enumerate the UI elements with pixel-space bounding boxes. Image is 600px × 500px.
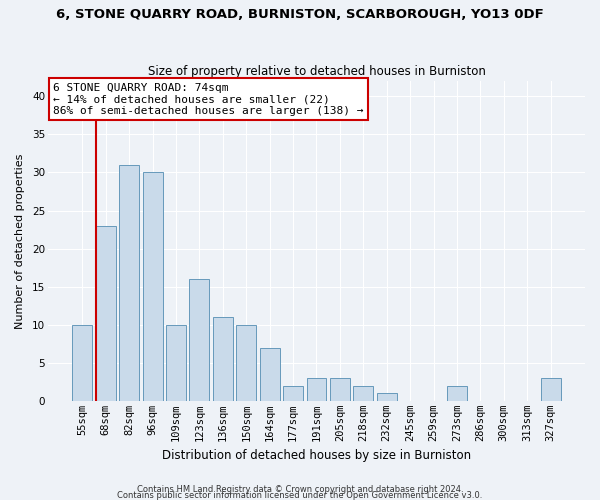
- Bar: [377, 394, 397, 401]
- Bar: [213, 317, 233, 401]
- Bar: [236, 324, 256, 401]
- Text: 6, STONE QUARRY ROAD, BURNISTON, SCARBOROUGH, YO13 0DF: 6, STONE QUARRY ROAD, BURNISTON, SCARBOR…: [56, 8, 544, 20]
- Bar: [541, 378, 560, 401]
- Y-axis label: Number of detached properties: Number of detached properties: [15, 154, 25, 328]
- Bar: [307, 378, 326, 401]
- Bar: [260, 348, 280, 401]
- Bar: [73, 324, 92, 401]
- Bar: [330, 378, 350, 401]
- Bar: [143, 172, 163, 401]
- Text: Contains public sector information licensed under the Open Government Licence v3: Contains public sector information licen…: [118, 491, 482, 500]
- Bar: [447, 386, 467, 401]
- Bar: [96, 226, 116, 401]
- Title: Size of property relative to detached houses in Burniston: Size of property relative to detached ho…: [148, 66, 485, 78]
- Bar: [119, 165, 139, 401]
- Text: Contains HM Land Registry data © Crown copyright and database right 2024.: Contains HM Land Registry data © Crown c…: [137, 485, 463, 494]
- Bar: [353, 386, 373, 401]
- Bar: [190, 279, 209, 401]
- Bar: [283, 386, 303, 401]
- X-axis label: Distribution of detached houses by size in Burniston: Distribution of detached houses by size …: [162, 450, 471, 462]
- Bar: [166, 324, 186, 401]
- Text: 6 STONE QUARRY ROAD: 74sqm
← 14% of detached houses are smaller (22)
86% of semi: 6 STONE QUARRY ROAD: 74sqm ← 14% of deta…: [53, 82, 364, 116]
